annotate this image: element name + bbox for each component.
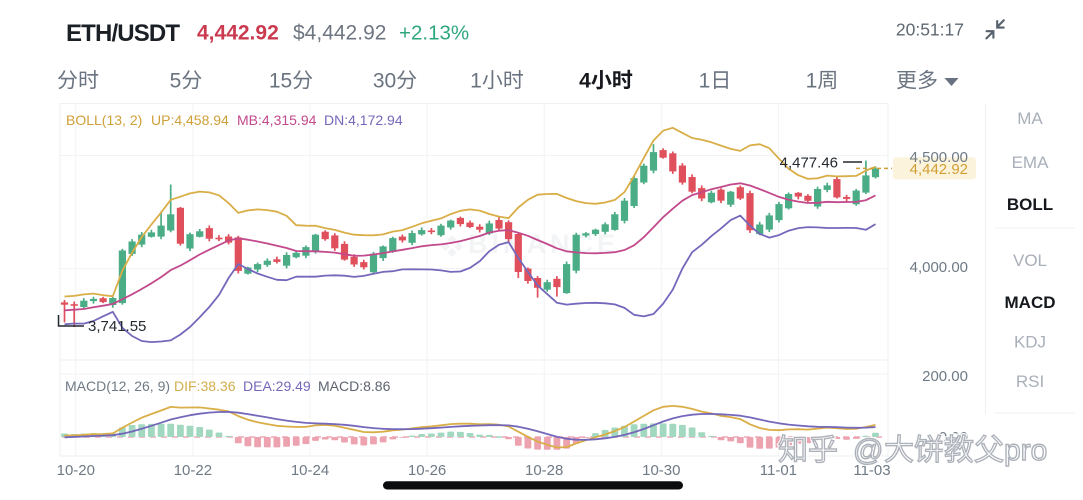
svg-text:ETH/USDT: ETH/USDT xyxy=(66,20,180,47)
svg-text:$4,442.92: $4,442.92 xyxy=(293,22,386,45)
svg-text:BOLL(13, 2): BOLL(13, 2) xyxy=(66,112,142,128)
svg-text:1: 1 xyxy=(470,70,482,93)
svg-text:BOLL: BOLL xyxy=(1007,195,1053,214)
svg-text:4,477.46: 4,477.46 xyxy=(780,155,838,172)
svg-text:4,442.92: 4,442.92 xyxy=(197,22,279,45)
svg-text:KDJ: KDJ xyxy=(1014,333,1046,352)
svg-text:10-26: 10-26 xyxy=(408,462,446,479)
svg-text:11-01: 11-01 xyxy=(760,462,797,479)
svg-text:EMA: EMA xyxy=(1012,153,1050,172)
svg-text:4,000.00: 4,000.00 xyxy=(910,259,968,276)
svg-text:11-03: 11-03 xyxy=(853,462,890,479)
svg-text:DIF:38.36: DIF:38.36 xyxy=(174,378,236,394)
svg-text:10-30: 10-30 xyxy=(642,462,680,479)
svg-text:10-28: 10-28 xyxy=(525,462,563,479)
svg-text:1: 1 xyxy=(806,70,818,93)
svg-text:+2.13%: +2.13% xyxy=(399,22,469,45)
svg-text:4,500.00: 4,500.00 xyxy=(910,149,968,166)
svg-text:20:51:17: 20:51:17 xyxy=(896,20,964,40)
svg-text:MACD(12, 26, 9): MACD(12, 26, 9) xyxy=(65,378,170,394)
svg-text:5: 5 xyxy=(170,70,182,93)
svg-text:200.00: 200.00 xyxy=(922,368,968,385)
svg-text:10-20: 10-20 xyxy=(57,462,95,479)
svg-text:VOL: VOL xyxy=(1013,251,1047,270)
svg-text:RSI: RSI xyxy=(1016,372,1044,391)
svg-text:DEA:29.49: DEA:29.49 xyxy=(243,378,311,394)
svg-text:@: @ xyxy=(853,434,883,467)
svg-text:pro: pro xyxy=(1004,434,1047,467)
svg-text:UP:4,458.94: UP:4,458.94 xyxy=(151,112,229,128)
svg-text:@: @ xyxy=(853,434,883,467)
svg-text:DN:4,172.94: DN:4,172.94 xyxy=(324,112,403,128)
svg-text:MACD:8.86: MACD:8.86 xyxy=(318,378,391,394)
svg-text:1: 1 xyxy=(699,70,711,93)
svg-text:10-24: 10-24 xyxy=(291,462,329,479)
svg-text:4: 4 xyxy=(579,70,591,93)
svg-text:10-22: 10-22 xyxy=(174,462,212,479)
svg-text:30: 30 xyxy=(373,70,396,93)
svg-text:MA: MA xyxy=(1017,109,1043,128)
svg-text:4,442.92: 4,442.92 xyxy=(910,161,968,178)
svg-text:MB:4,315.94: MB:4,315.94 xyxy=(237,112,317,128)
svg-text:pro: pro xyxy=(1004,434,1047,467)
svg-text:3,741.55: 3,741.55 xyxy=(88,318,146,335)
svg-text:MACD: MACD xyxy=(1005,293,1056,312)
svg-text:15: 15 xyxy=(269,70,292,93)
